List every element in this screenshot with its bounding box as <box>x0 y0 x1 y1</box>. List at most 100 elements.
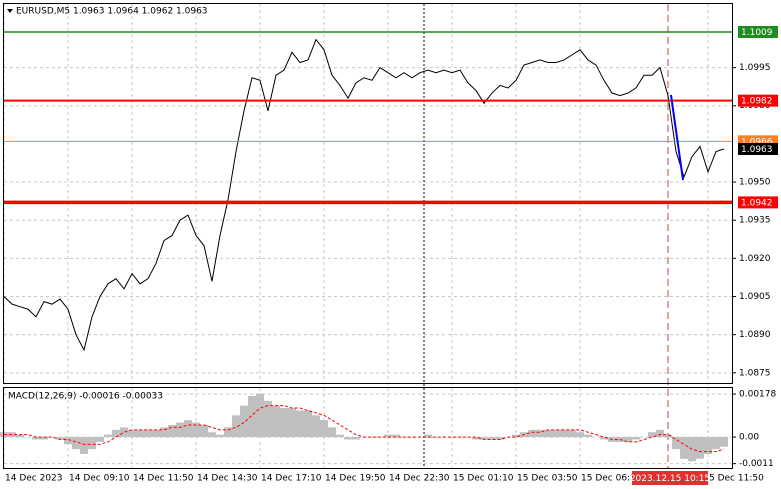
macd-bar <box>80 437 88 454</box>
macd-bar <box>160 427 168 438</box>
macd-bar <box>216 434 224 438</box>
collapse-icon <box>7 9 13 13</box>
current-price-box <box>738 142 778 155</box>
crosshair-label-box <box>632 471 708 485</box>
macd-bar <box>392 434 400 438</box>
y-tick-label: 1.0935 <box>739 216 771 226</box>
macd-bar <box>632 437 640 440</box>
macd-bar <box>552 429 560 438</box>
macd-bar <box>288 408 296 438</box>
macd-bar <box>256 393 264 438</box>
macd-bar <box>488 437 496 440</box>
plot <box>0 31 732 462</box>
level-label: 1.0966 <box>741 137 773 147</box>
signal-line <box>4 405 725 453</box>
level-label-box <box>738 25 778 38</box>
macd-bar <box>384 434 392 438</box>
x-tick-label: 5 Dec 11:50 <box>709 474 764 484</box>
macd-bar <box>56 437 64 440</box>
level-label: 1.1009 <box>741 28 773 38</box>
labels: 1.1009 1.0982 1.0966 1.0942 1.0963 14 Dec 202… <box>5 25 778 485</box>
x-tick-label: 14 Dec 14:30 <box>197 474 258 484</box>
macd-bar <box>600 437 608 440</box>
x-tick-label: 14 Dec 11:50 <box>133 474 194 484</box>
level-label: 1.0942 <box>741 198 773 208</box>
current-price-label: 1.0963 <box>741 145 773 155</box>
macd-bar <box>104 434 112 438</box>
macd-frame <box>3 387 733 469</box>
macd-bar <box>544 429 552 438</box>
macd-bar <box>704 437 712 454</box>
macd-bar <box>624 437 632 442</box>
macd-bar <box>168 424 176 438</box>
macd-bar <box>304 410 312 438</box>
macd-bar <box>560 429 568 438</box>
macd-bar <box>200 424 208 438</box>
macd-bar <box>144 429 152 438</box>
crosshair-label: 2023.12.15 10:15 <box>630 474 710 484</box>
macd-bar <box>656 429 664 438</box>
macd-bar <box>712 437 720 450</box>
x-tick-label: 14 Dec 2023 <box>5 474 63 484</box>
macd-bar <box>272 405 280 438</box>
macd-bar <box>664 434 672 438</box>
x-tick-label: 15 Dec 03:50 <box>517 474 578 484</box>
price-line <box>3 38 725 352</box>
macd-bar <box>176 422 184 438</box>
macd-bar <box>128 429 136 438</box>
macd-bar <box>88 437 96 450</box>
macd-bar <box>576 432 584 438</box>
macd-bar <box>40 437 48 440</box>
macd-bar <box>296 410 304 438</box>
macd-bar <box>152 429 160 438</box>
macd-bar <box>528 429 536 438</box>
macd-bar <box>480 437 488 440</box>
macd-bar <box>648 432 656 438</box>
y-tick-label: -0.0011 <box>739 459 774 469</box>
macd-bar <box>328 427 336 438</box>
drawn-trendline <box>670 94 684 181</box>
macd-bar <box>136 429 144 438</box>
macd-bar <box>96 437 104 442</box>
macd-title: MACD(12,26,9) -0.00016 -0.00033 <box>8 392 163 402</box>
macd-bar <box>224 427 232 438</box>
macd-bar <box>112 429 120 438</box>
macd-bar <box>320 420 328 438</box>
macd-bar <box>264 400 272 438</box>
macd-bar <box>72 437 80 450</box>
macd-bar <box>584 434 592 438</box>
macd-bar <box>312 415 320 438</box>
main-frame <box>3 3 733 384</box>
macd-bar <box>496 437 504 440</box>
macd-bar <box>672 437 680 450</box>
level-label-box <box>738 94 778 107</box>
macd-bar <box>720 437 728 447</box>
macd-bar <box>192 422 200 438</box>
level-label-box <box>738 196 778 209</box>
macd-bar <box>344 437 352 440</box>
y-tick-label: 1.0875 <box>739 368 771 378</box>
macd-bar <box>352 437 360 440</box>
macd-bar <box>280 408 288 438</box>
x-tick-label: 14 Dec 19:50 <box>325 474 386 484</box>
macd-bar <box>240 405 248 438</box>
macd-bar <box>16 434 24 438</box>
y-tick-label: 1.0995 <box>739 63 771 73</box>
macd-bar <box>64 437 72 445</box>
macd-bar <box>184 420 192 438</box>
y-tick-label: 0.00 <box>739 433 759 443</box>
macd-bar <box>32 437 40 440</box>
x-tick-label: 14 Dec 17:10 <box>261 474 322 484</box>
chart-title: EURUSD,M5 1.0963 1.0964 1.0962 1.0963 <box>16 7 208 17</box>
level-label: 1.0982 <box>741 97 773 107</box>
x-tick-label: 15 Dec 01:10 <box>453 474 514 484</box>
macd-bar <box>696 437 704 459</box>
macd-bar <box>232 415 240 438</box>
x-tick-label: 14 Dec 09:10 <box>69 474 130 484</box>
macd-bar <box>336 434 344 438</box>
macd-bar <box>568 429 576 438</box>
macd-bar <box>120 427 128 438</box>
y-tick-label: 1.0905 <box>739 292 771 302</box>
